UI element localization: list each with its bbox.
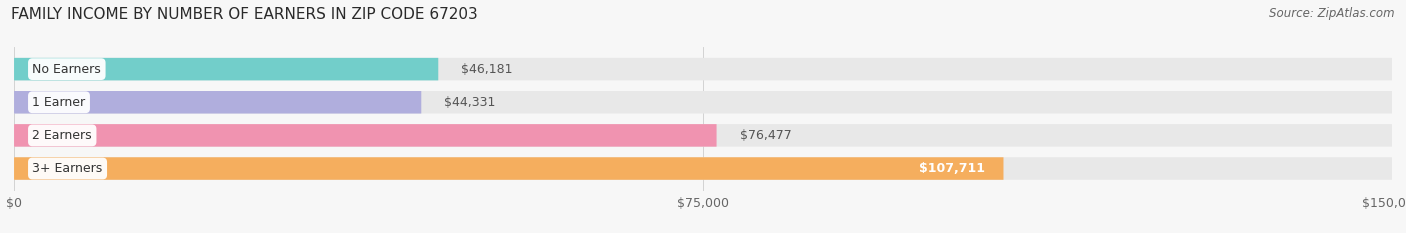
Text: 3+ Earners: 3+ Earners [32,162,103,175]
Text: FAMILY INCOME BY NUMBER OF EARNERS IN ZIP CODE 67203: FAMILY INCOME BY NUMBER OF EARNERS IN ZI… [11,7,478,22]
FancyBboxPatch shape [14,124,1392,147]
Text: 1 Earner: 1 Earner [32,96,86,109]
Text: 2 Earners: 2 Earners [32,129,91,142]
FancyBboxPatch shape [14,91,1392,113]
Text: Source: ZipAtlas.com: Source: ZipAtlas.com [1270,7,1395,20]
FancyBboxPatch shape [14,58,439,80]
FancyBboxPatch shape [14,124,717,147]
FancyBboxPatch shape [14,157,1392,180]
FancyBboxPatch shape [14,58,1392,80]
FancyBboxPatch shape [14,157,1004,180]
Text: $76,477: $76,477 [740,129,792,142]
Text: $44,331: $44,331 [444,96,496,109]
Text: No Earners: No Earners [32,63,101,76]
FancyBboxPatch shape [14,91,422,113]
Text: $107,711: $107,711 [920,162,986,175]
Text: $46,181: $46,181 [461,63,513,76]
